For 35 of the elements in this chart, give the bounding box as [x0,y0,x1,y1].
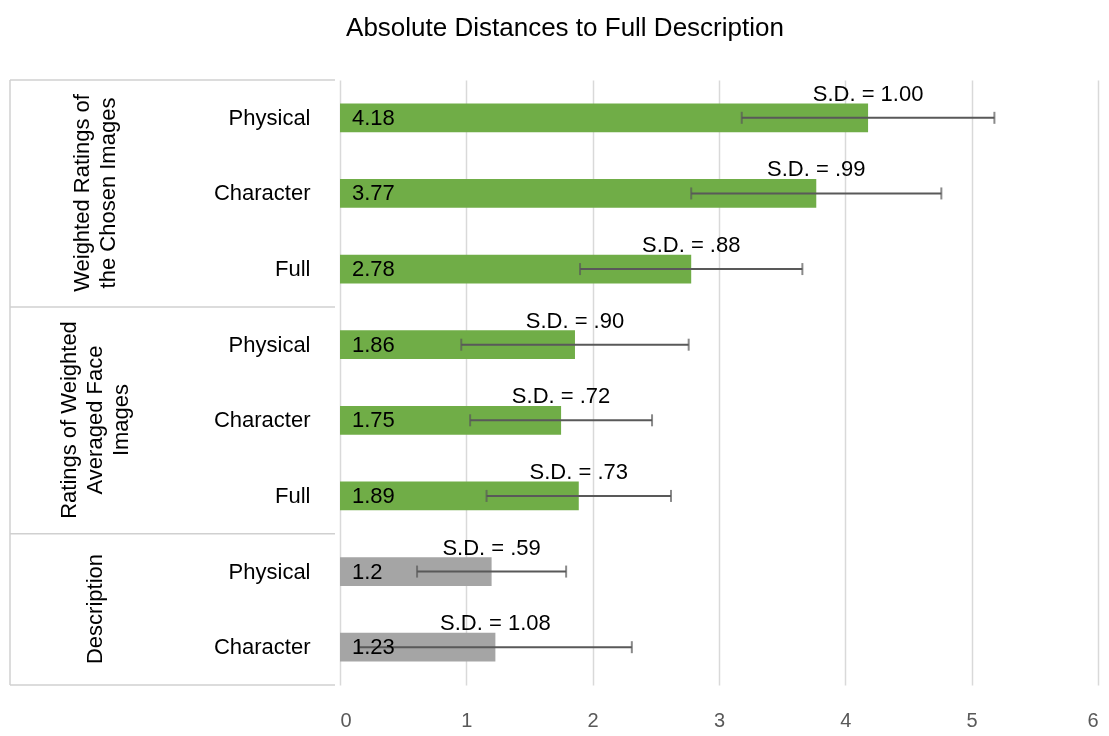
y-tick-label: Physical [228,331,311,357]
y-tick-label: Physical [228,558,311,584]
annotation: S.D. = .72 [511,383,611,409]
x-tick-label: 1 [461,708,473,731]
data-label: 2.78 [352,256,395,282]
y-tick-label: Full [275,256,311,282]
x-tick-label: 6 [1087,708,1099,731]
x-tick-label: 4 [840,708,852,731]
x-tick-label: 3 [713,708,726,731]
data-label: 1.86 [352,331,395,357]
text: Description [81,553,108,667]
y-tick-label: Character [213,407,311,433]
y-tick-label: Full [275,482,311,508]
annotation: S.D. = .73 [529,458,628,484]
y-tick-label: Physical [228,104,311,130]
annotation: S.D. = 1.08 [440,610,551,636]
data-label: 1.2 [352,558,383,584]
data-label: 1.23 [352,634,395,660]
chart-title: Absolute Distances to Full Description [345,12,785,43]
data-label: 1.75 [352,407,395,433]
annotation: S.D. = .59 [442,534,541,560]
x-tick-label: 5 [966,708,978,731]
annotation: S.D. = .99 [767,156,866,182]
x-tick-label: 0 [340,708,352,731]
text: Ratings of Weighted Averaged Face Images [55,320,134,522]
annotation: S.D. = .90 [525,307,625,333]
data-label: 3.77 [352,180,395,206]
annotation: S.D. = .88 [641,232,741,258]
y-tick-label: Character [213,180,311,206]
text: Weighted Ratings of the Chosen Images [68,93,121,295]
annotation: S.D. = 1.00 [812,80,924,106]
data-label: 1.89 [352,482,395,508]
x-tick-label: 2 [587,708,599,731]
data-label: 4.18 [352,104,395,130]
y-tick-label: Character [213,634,311,660]
